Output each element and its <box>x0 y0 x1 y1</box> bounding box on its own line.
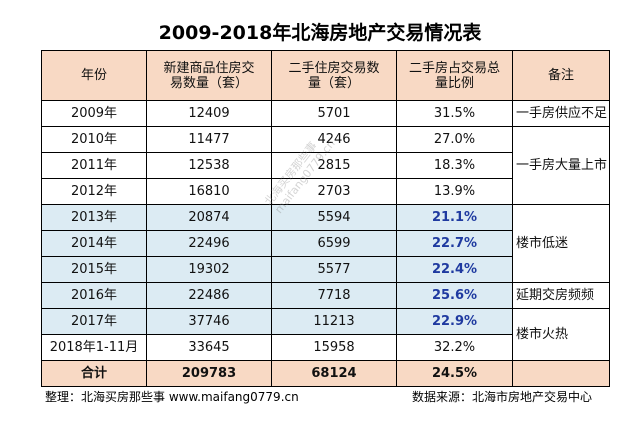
cell-ratio: 25.6% <box>396 282 513 309</box>
cell-second: 11213 <box>271 308 397 335</box>
cell-ratio: 32.2% <box>396 334 513 361</box>
total-row: 合计 209783 68124 24.5% <box>41 360 610 387</box>
table-row: 2017年 37746 11213 22.9% 楼市火热 <box>41 308 610 361</box>
table-row: 2018年1-11月 33645 15958 32.2% <box>41 334 610 361</box>
cell-second: 5577 <box>271 256 397 283</box>
cell-year: 2014年 <box>41 230 147 257</box>
header-note: 备注 <box>512 50 610 101</box>
cell-year: 2011年 <box>41 152 147 179</box>
total-new: 209783 <box>146 360 272 387</box>
header-year: 年份 <box>41 50 147 101</box>
cell-note: 一手房大量上市 <box>512 126 610 205</box>
cell-year: 2016年 <box>41 282 147 309</box>
header-new-houses: 新建商品住房交易数量（套） <box>146 50 272 101</box>
header-second-hand: 二手住房交易数量（套） <box>271 50 397 101</box>
cell-ratio: 18.3% <box>396 152 513 179</box>
header-new-houses-label: 新建商品住房交易数量（套） <box>163 60 255 91</box>
cell-second: 6599 <box>271 230 397 257</box>
cell-ratio: 22.4% <box>396 256 513 283</box>
cell-new: 12538 <box>146 152 272 179</box>
footer-source: 数据来源：北海市房地产交易中心 <box>411 390 592 404</box>
page-title: 2009-2018年北海房地产交易情况表 <box>158 22 482 44</box>
cell-note: 延期交房频频 <box>512 282 610 309</box>
cell-year: 2017年 <box>41 308 147 335</box>
table-row: 2015年 19302 5577 22.4% <box>41 256 610 283</box>
cell-new: 20874 <box>146 204 272 231</box>
cell-new: 37746 <box>146 308 272 335</box>
cell-new: 12409 <box>146 100 272 127</box>
cell-ratio: 22.7% <box>396 230 513 257</box>
table-row: 2013年 20874 5594 21.1% 楼市低迷 <box>41 204 610 283</box>
header-second-hand-label: 二手住房交易数量（套） <box>288 60 380 91</box>
cell-ratio: 21.1% <box>396 204 513 231</box>
cell-note: 楼市火热 <box>512 308 610 361</box>
cell-year: 2018年1-11月 <box>41 334 147 361</box>
cell-second: 15958 <box>271 334 397 361</box>
cell-ratio: 22.9% <box>396 308 513 335</box>
header-ratio-label: 二手房占交易总量比例 <box>408 60 500 91</box>
total-ratio: 24.5% <box>396 360 513 387</box>
cell-second: 4246 <box>271 126 397 153</box>
cell-second: 2703 <box>271 178 397 205</box>
cell-new: 22486 <box>146 282 272 309</box>
table-row: 2014年 22496 6599 22.7% <box>41 230 610 257</box>
housing-transactions-table: 年份 新建商品住房交易数量（套） 二手住房交易数量（套） 二手房占交易总量比例 … <box>41 50 610 387</box>
cell-second: 5594 <box>271 204 397 231</box>
total-label: 合计 <box>41 360 147 387</box>
total-note <box>512 360 610 387</box>
cell-ratio: 31.5% <box>396 100 513 127</box>
cell-second: 7718 <box>271 282 397 309</box>
cell-year: 2013年 <box>41 204 147 231</box>
table-row: 2011年 12538 2815 18.3% <box>41 152 610 179</box>
footer-credit: 整理：北海买房那些事 www.maifang0779.cn <box>45 390 299 404</box>
cell-ratio: 27.0% <box>396 126 513 153</box>
cell-new: 19302 <box>146 256 272 283</box>
cell-note: 一手房供应不足 <box>512 100 610 127</box>
cell-new: 22496 <box>146 230 272 257</box>
cell-second: 5701 <box>271 100 397 127</box>
table-row: 2009年 12409 5701 31.5% 一手房供应不足 <box>41 100 610 127</box>
cell-new: 33645 <box>146 334 272 361</box>
cell-year: 2010年 <box>41 126 147 153</box>
table-row: 2012年 16810 2703 13.9% <box>41 178 610 205</box>
cell-note: 楼市低迷 <box>512 204 610 283</box>
table-row: 2016年 22486 7718 25.6% 延期交房频频 <box>41 282 610 309</box>
table-row: 2010年 11477 4246 27.0% 一手房大量上市 <box>41 126 610 205</box>
cell-new: 11477 <box>146 126 272 153</box>
cell-new: 16810 <box>146 178 272 205</box>
cell-second: 2815 <box>271 152 397 179</box>
table-header-row: 年份 新建商品住房交易数量（套） 二手住房交易数量（套） 二手房占交易总量比例 … <box>41 50 610 101</box>
cell-year: 2015年 <box>41 256 147 283</box>
cell-ratio: 13.9% <box>396 178 513 205</box>
cell-year: 2009年 <box>41 100 147 127</box>
header-ratio: 二手房占交易总量比例 <box>396 50 513 101</box>
cell-year: 2012年 <box>41 178 147 205</box>
total-second: 68124 <box>271 360 397 387</box>
